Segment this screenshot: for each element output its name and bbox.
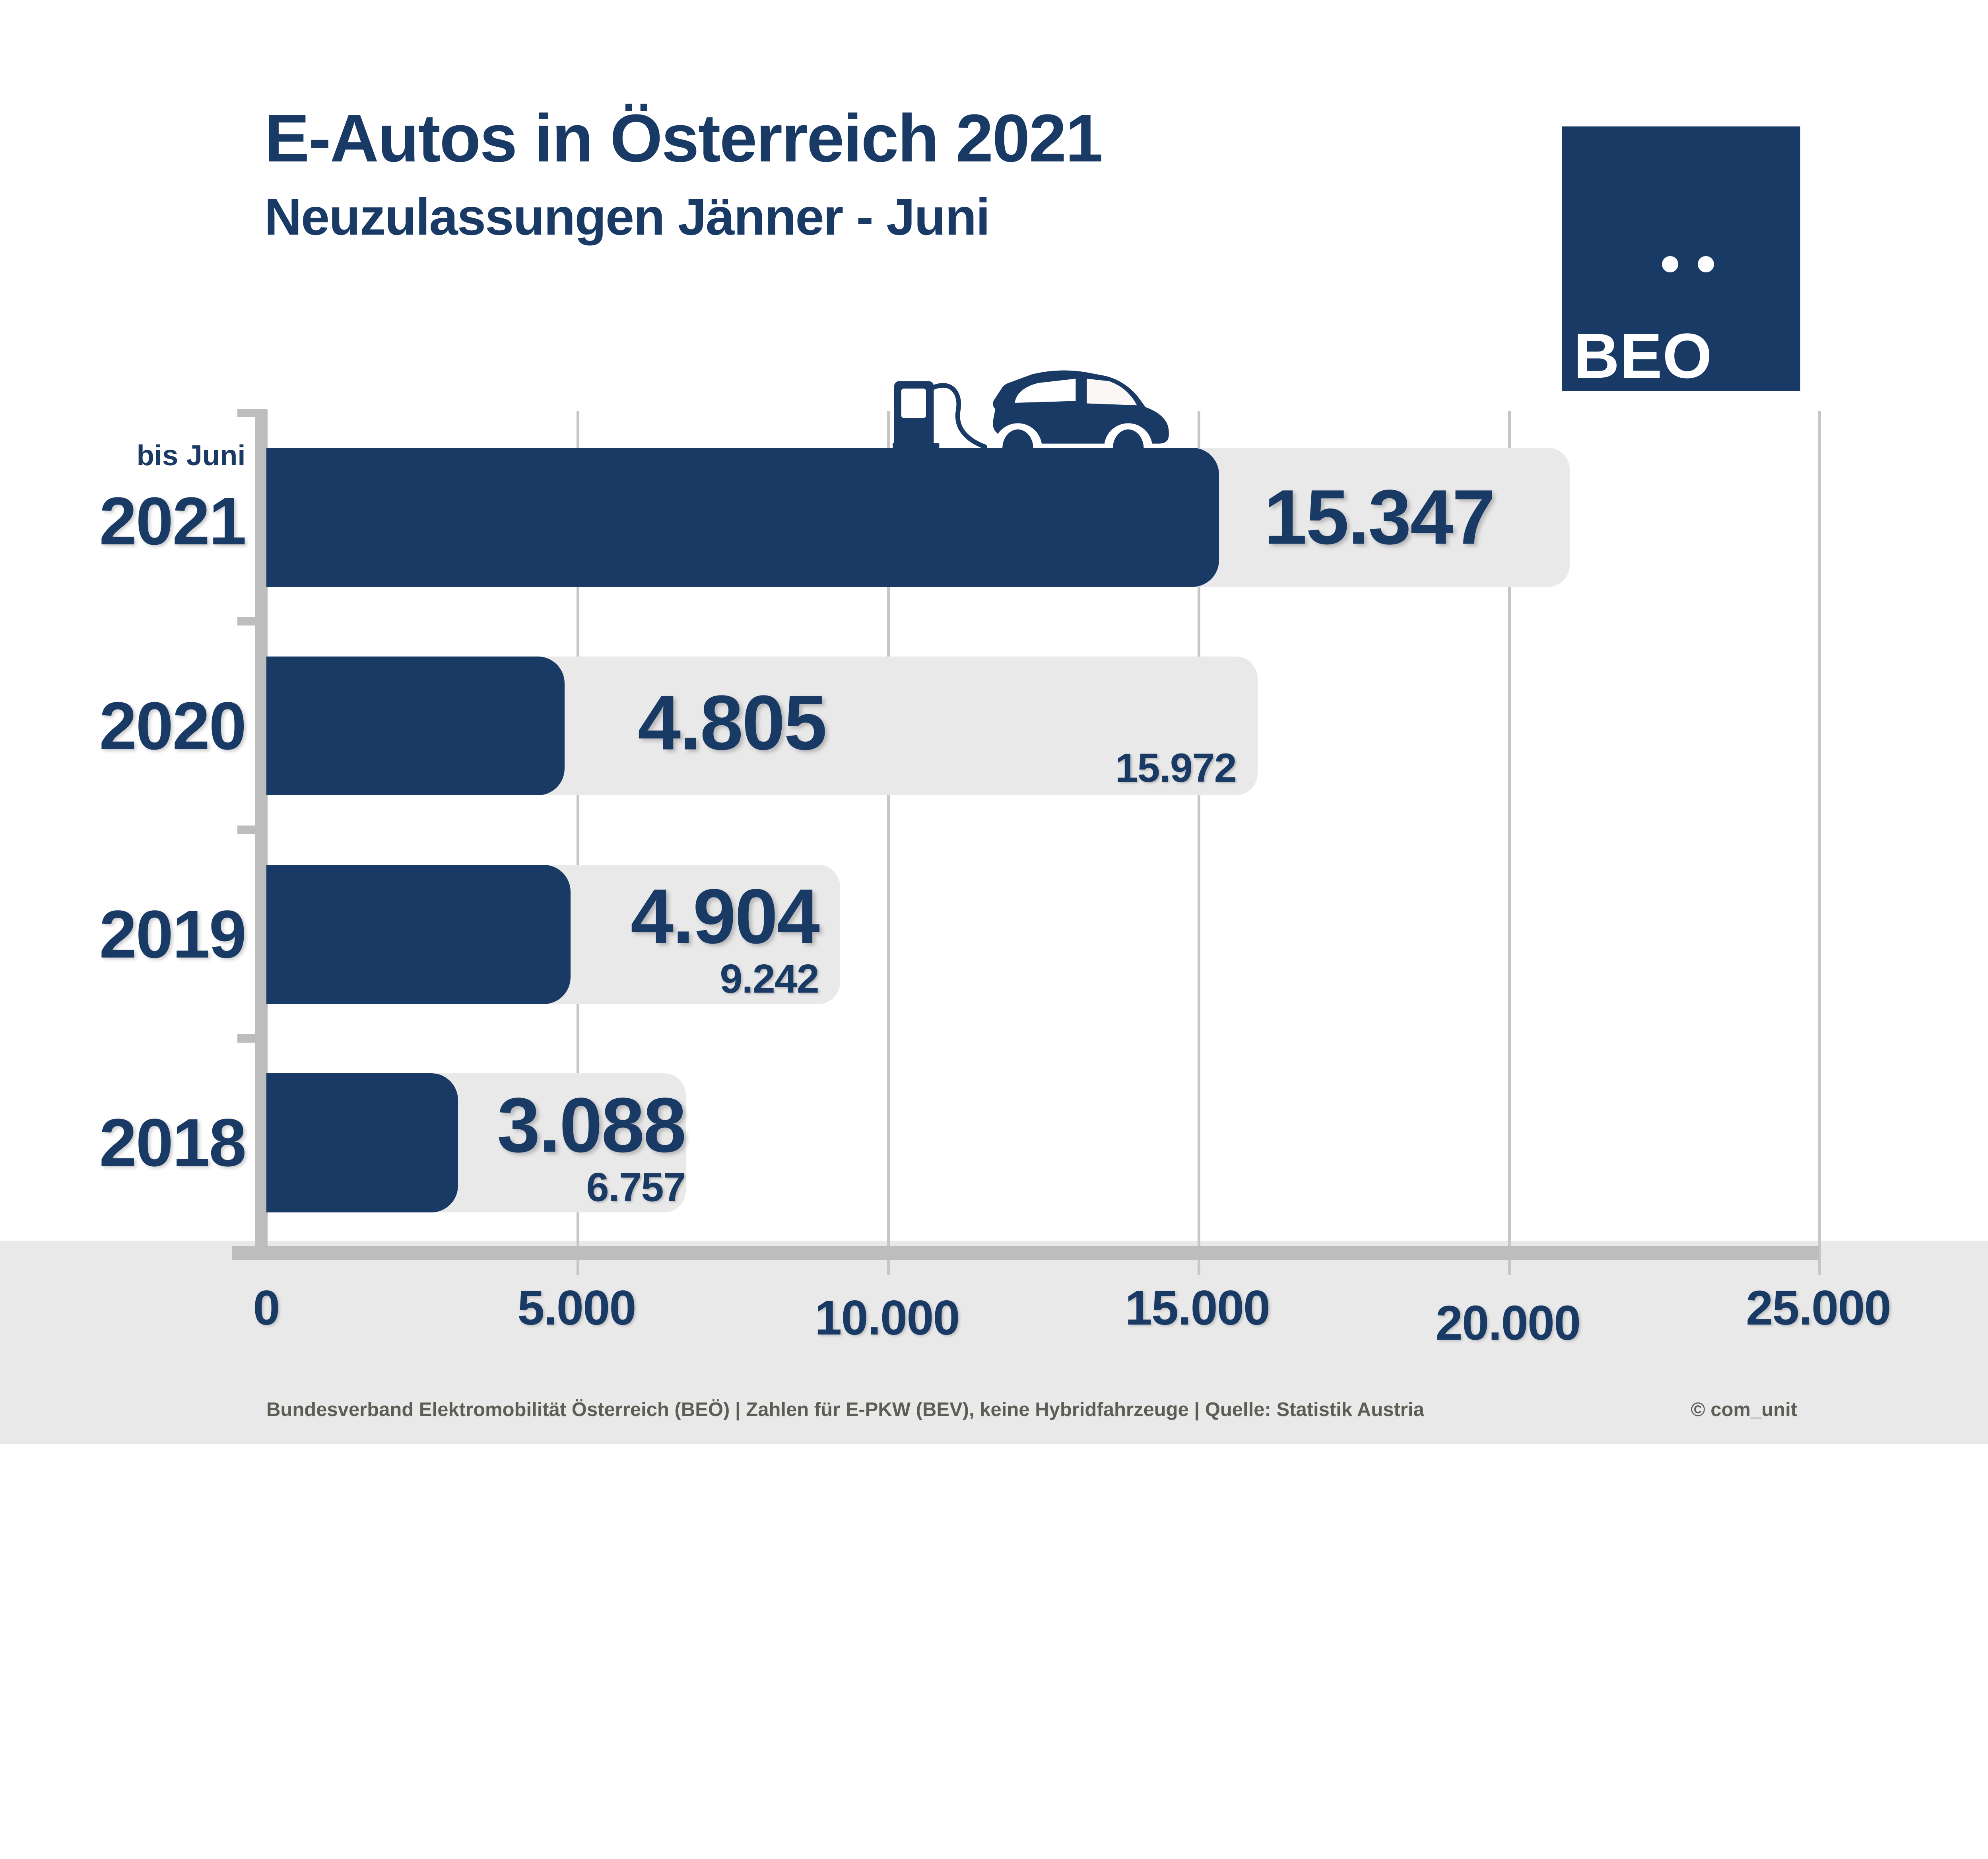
total-label-2019: 9.242 [720, 956, 819, 1002]
value-bar-2020 [266, 656, 565, 796]
ev-charging-car-icon [893, 369, 1171, 449]
total-label-2018: 6.757 [586, 1164, 686, 1210]
y-axis-tick [237, 1034, 267, 1043]
x-tick-5000: 5.000 [517, 1280, 636, 1335]
header: E-Autos in Österreich 2021 Neuzulassunge… [264, 100, 1103, 246]
footer-band [0, 1241, 1988, 1444]
y-axis-tick [237, 408, 267, 417]
copyright-note: © com_unit [1691, 1399, 1797, 1421]
label-stack-2018: 3.088 6.757 [497, 1078, 686, 1217]
label-stack-2019: 4.904 9.242 [630, 869, 820, 1008]
gridline-10000 [887, 411, 890, 1275]
infographic-canvas: E-Autos in Österreich 2021 Neuzulassunge… [0, 100, 1988, 1444]
year-label-2018: 2018 [99, 1105, 247, 1181]
chart-title: E-Autos in Österreich 2021 [264, 100, 1103, 176]
value-label-2020: 4.805 [637, 679, 827, 766]
gridline-20000 [1508, 411, 1511, 1275]
year-label-2021: 2021 [99, 483, 247, 559]
y-axis-tick [237, 617, 267, 626]
year-label-2020: 2020 [99, 688, 247, 764]
beo-logo-text: BEO [1573, 320, 1712, 392]
value-label-2019: 4.904 [630, 873, 820, 960]
umlaut-dot-right-icon [1697, 256, 1714, 273]
x-axis-line [232, 1246, 1819, 1260]
source-note: Bundesverband Elektromobilität Österreic… [266, 1399, 1424, 1421]
bar-row-2018: 3.088 6.757 [266, 1073, 1819, 1212]
bar-row-2021: 15.347 [266, 448, 1819, 587]
x-tick-20000: 20.000 [1435, 1295, 1581, 1350]
bar-row-2019: 4.904 9.242 [266, 864, 1819, 1004]
gridline-15000 [1197, 411, 1200, 1275]
y-axis-tick [237, 826, 267, 834]
chart-subtitle: Neuzulassungen Jänner - Juni [264, 187, 990, 246]
x-tick-15000: 15.000 [1125, 1280, 1270, 1335]
total-label-2020: 15.972 [1115, 745, 1237, 791]
gridline-5000 [577, 411, 579, 1275]
x-tick-25000: 25.000 [1746, 1280, 1891, 1335]
value-bar-2019 [266, 864, 571, 1004]
x-tick-10000: 10.000 [815, 1290, 960, 1345]
umlaut-dot-left-icon [1662, 256, 1678, 273]
x-tick-0: 0 [253, 1280, 280, 1335]
bar-row-2020: 4.805 15.972 [266, 656, 1819, 796]
value-label-2018: 3.088 [497, 1082, 686, 1169]
beo-logo: BEO [1561, 126, 1800, 392]
bis-juni-label: bis Juni [136, 439, 246, 472]
value-bar-2018 [266, 1073, 458, 1212]
value-label-2021: 15.347 [1264, 474, 1495, 561]
year-label-2019: 2019 [99, 896, 247, 972]
value-bar-2021 [266, 448, 1219, 587]
gridline-25000 [1818, 411, 1821, 1275]
